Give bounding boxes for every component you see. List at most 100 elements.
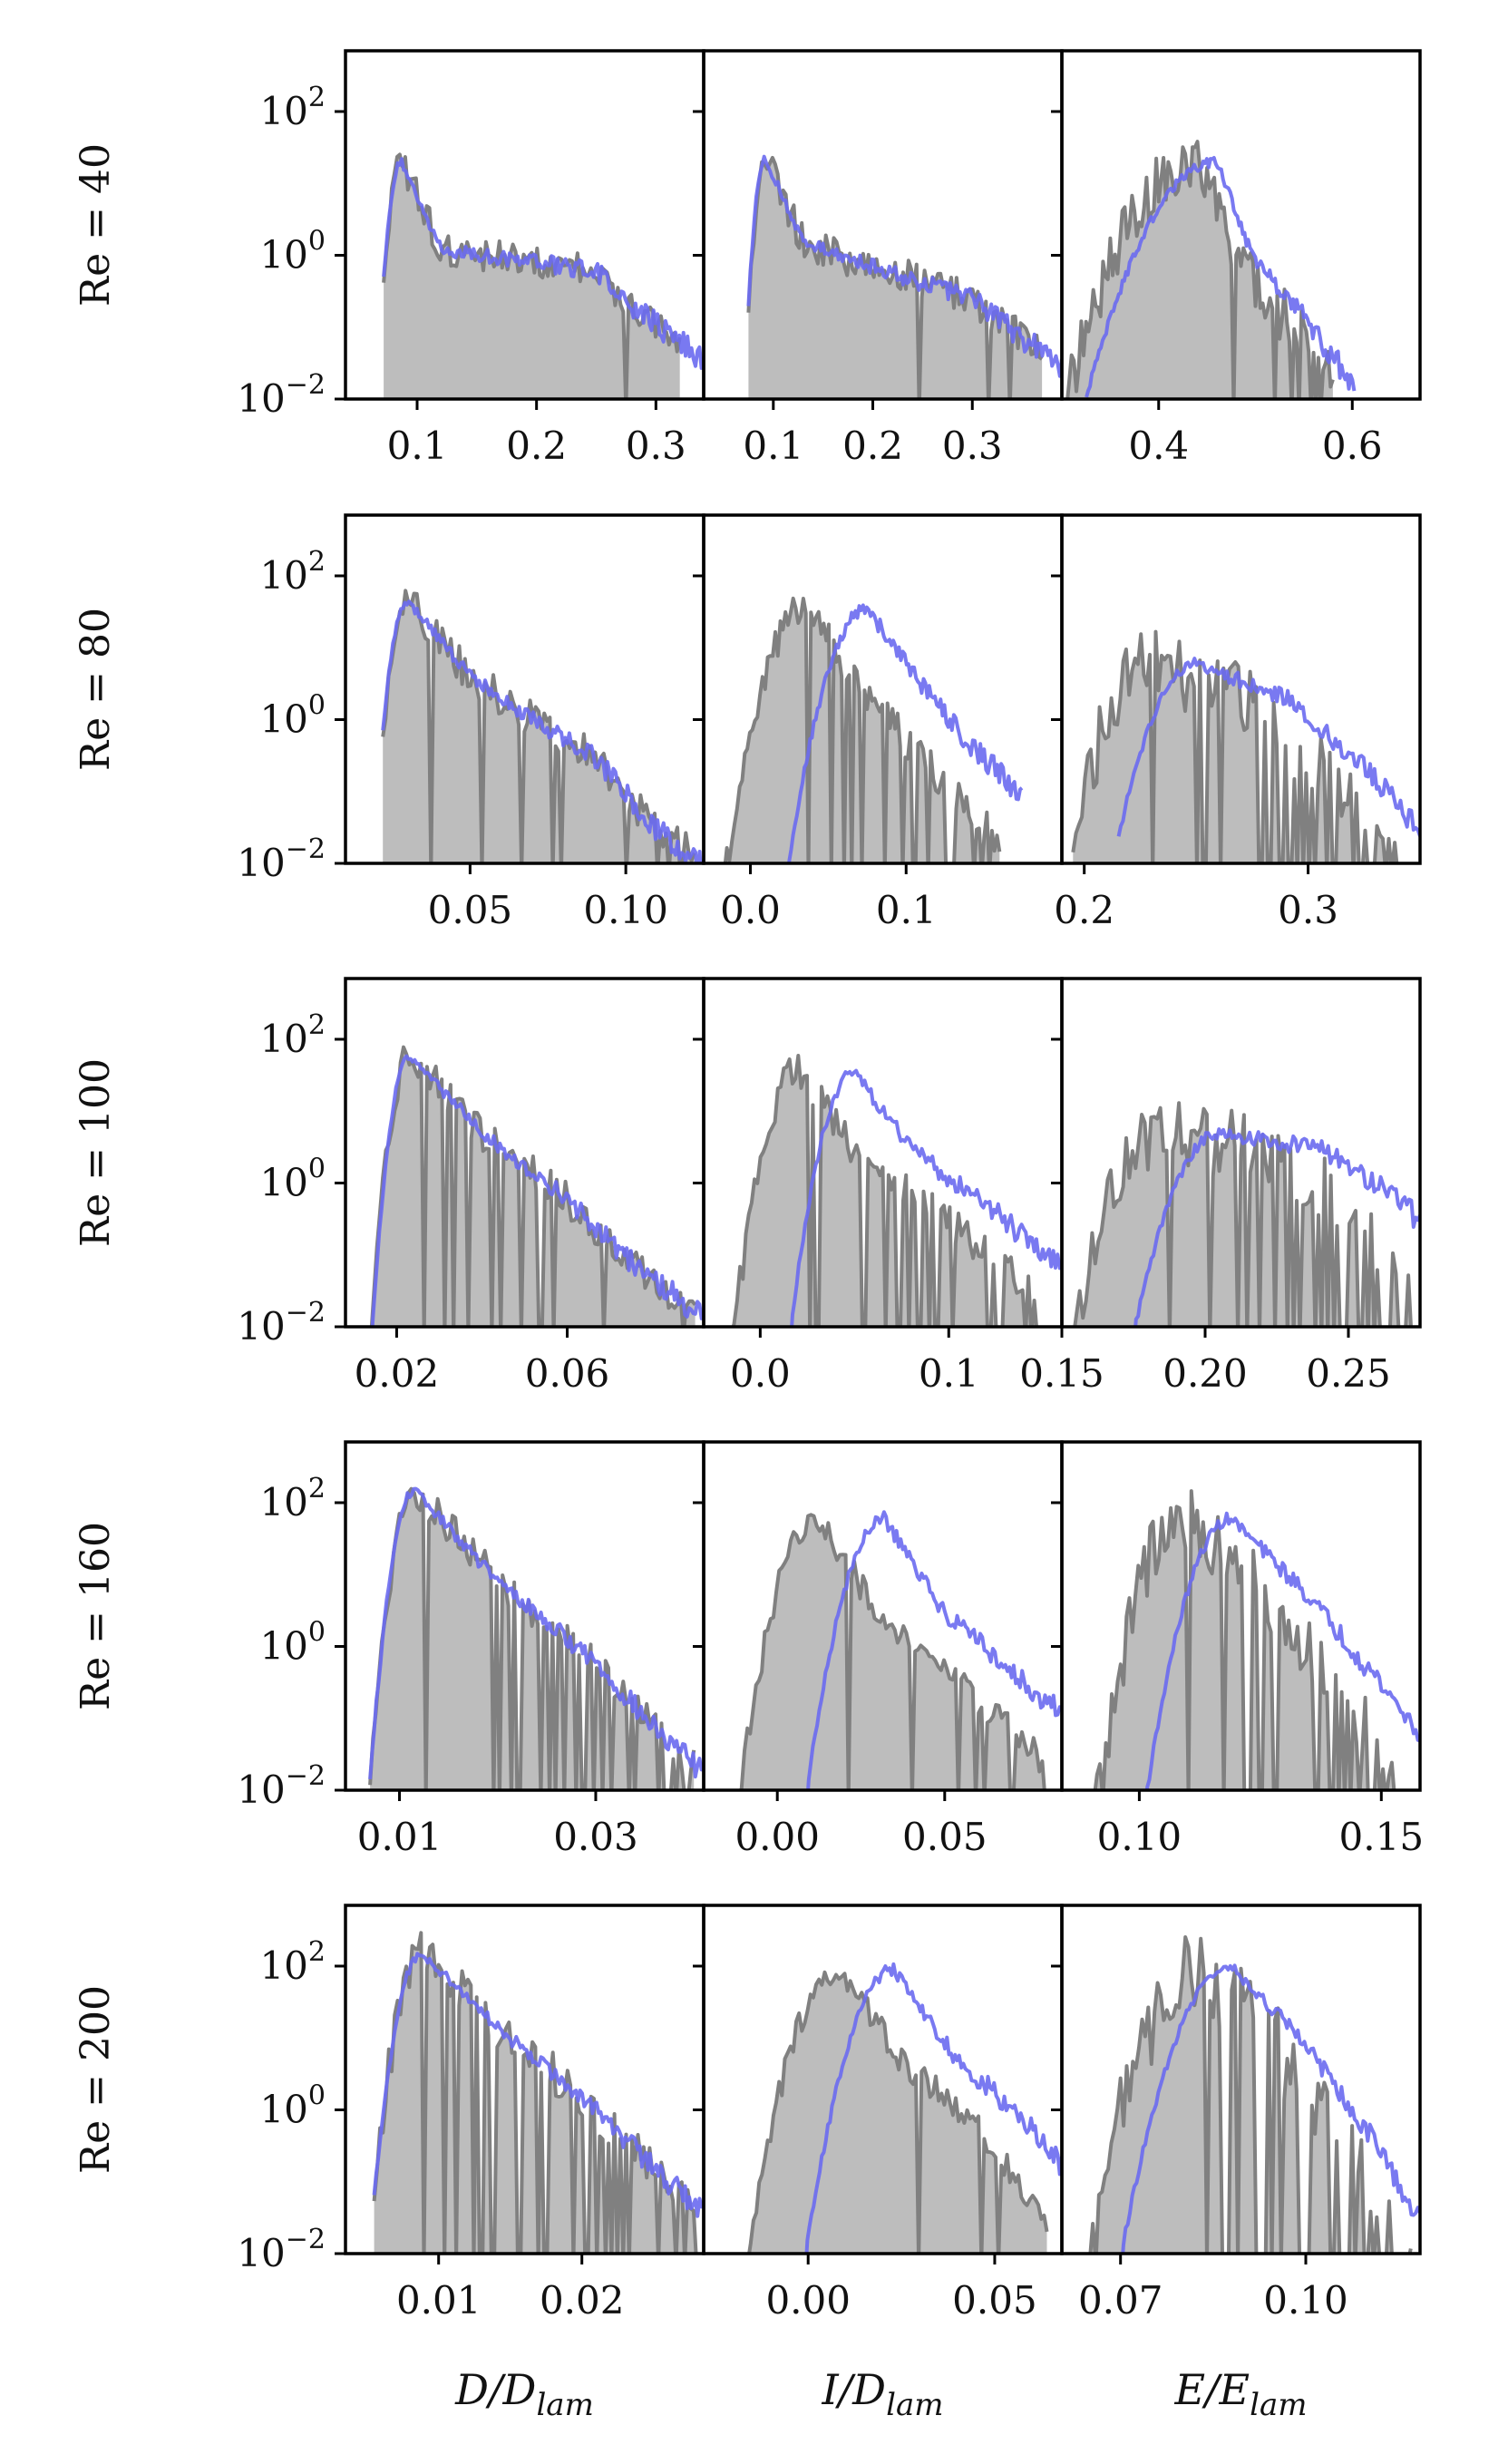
model-curve <box>1121 1963 1420 2254</box>
y-tick-label: 100 <box>259 1153 326 1204</box>
model-curve <box>1133 1127 1420 1327</box>
plot-area <box>723 596 1024 863</box>
histogram-line <box>382 152 682 399</box>
panel: 0.00 0.05 <box>693 1440 1064 1859</box>
x-tick-label: 0.05 <box>428 888 513 932</box>
y-tick-label: 102 <box>259 1473 326 1524</box>
model-curve <box>370 1054 704 1327</box>
x-tick-label: 0.15 <box>1019 1351 1104 1396</box>
x-tick-label: 0.10 <box>1097 1815 1182 1859</box>
y-tick-label: 10−2 <box>237 369 326 421</box>
row-label: Re = 80 <box>73 608 119 771</box>
x-tick-label: 0.01 <box>396 2278 482 2323</box>
panel: 10−2 100 102 0.01 0.03 <box>237 1440 705 1859</box>
panel: 10−2 100 102 0.05 0.10 <box>237 513 705 932</box>
y-tick-label: 100 <box>259 225 326 277</box>
plot-area <box>368 1486 704 1790</box>
panel: 0.1 0.2 0.3 <box>693 49 1064 468</box>
panel: 0.0 0.1 <box>693 513 1064 932</box>
x-tick-label: 0.3 <box>942 424 1003 468</box>
plot-area <box>381 589 704 863</box>
histogram-fill <box>1067 141 1333 399</box>
plot-area <box>731 1054 1062 1327</box>
histogram-fill <box>370 1488 695 1790</box>
x-tick-label: 0.02 <box>540 2278 625 2323</box>
y-tick-label: 100 <box>259 2079 326 2131</box>
panel: 0.10 0.15 <box>1051 1440 1424 1859</box>
plot-area <box>1093 1489 1420 1790</box>
panel-frame <box>1060 513 1422 865</box>
plot-area <box>747 1962 1062 2254</box>
histogram-line <box>723 596 1002 863</box>
y-tick-label: 100 <box>259 689 326 741</box>
y-tick-label: 10−2 <box>237 2224 326 2275</box>
y-tick-label: 100 <box>259 1616 326 1668</box>
panel: 0.15 0.20 0.25 <box>1019 977 1422 1396</box>
panel-frame <box>1060 1904 1422 2255</box>
panel-frame <box>1060 977 1422 1329</box>
row-label: Re = 100 <box>73 1058 119 1247</box>
x-tick-label: 0.1 <box>876 888 937 932</box>
x-tick-label: 0.2 <box>506 424 567 468</box>
histogram-fill <box>384 154 680 399</box>
x-tick-label: 0.03 <box>553 1815 638 1859</box>
x-tick-label: 0.10 <box>1263 2278 1348 2323</box>
histogram-fill <box>1075 1103 1411 1327</box>
model-curve <box>746 154 1062 378</box>
panel: 10−2 100 102 0.1 0.2 0.3 <box>237 49 705 468</box>
plot-area <box>739 1510 1062 1790</box>
x-tick-label: 0.1 <box>919 1351 979 1396</box>
histogram-line <box>739 1513 1046 1790</box>
histogram-line <box>1088 1935 1413 2254</box>
histogram-fill <box>1095 1491 1395 1790</box>
y-tick-label: 10−2 <box>237 833 326 885</box>
model-curve <box>806 1510 1062 1790</box>
y-tick-label: 102 <box>259 1009 326 1061</box>
x-tick-label: 0.01 <box>357 1815 443 1859</box>
model-curve <box>1085 156 1357 398</box>
y-tick-label: 102 <box>259 546 326 598</box>
plot-area <box>1073 1101 1420 1327</box>
y-tick-label: 102 <box>259 1936 326 1988</box>
model-curve <box>382 157 704 370</box>
panel: 0.0 0.1 <box>693 977 1064 1396</box>
plot-area <box>1088 1935 1420 2254</box>
plot-area <box>1071 629 1420 863</box>
x-tick-label: 0.2 <box>842 424 903 468</box>
x-tick-label: 0.0 <box>730 1351 791 1396</box>
row-label: Re = 160 <box>73 1522 119 1710</box>
panel: 0.2 0.3 <box>1051 513 1422 932</box>
y-tick-label: 10−2 <box>237 1760 326 1812</box>
histogram-line <box>1071 629 1399 863</box>
column-label: I/Dlam <box>822 2365 944 2423</box>
y-tick-label: 10−2 <box>237 1297 326 1349</box>
histogram-line <box>1093 1489 1396 1790</box>
x-tick-label: 0.07 <box>1078 2278 1163 2323</box>
model-curve <box>1116 657 1420 837</box>
panel-frame <box>1060 1440 1422 1792</box>
x-tick-label: 0.1 <box>743 424 803 468</box>
histogram-fill <box>749 1972 1047 2254</box>
row-label: Re = 200 <box>73 1985 119 2174</box>
histogram-line <box>369 1045 697 1327</box>
histogram-line <box>1073 1101 1413 1327</box>
x-tick-label: 0.05 <box>952 2278 1037 2323</box>
x-tick-label: 0.02 <box>355 1351 440 1396</box>
panel-frame <box>1060 49 1422 401</box>
panel: 10−2 100 102 0.02 0.06 <box>237 977 705 1396</box>
x-tick-label: 0.05 <box>902 1815 987 1859</box>
plot-area <box>372 1931 704 2254</box>
x-tick-label: 0.20 <box>1163 1351 1248 1396</box>
model-curve <box>804 1962 1062 2254</box>
histogram-line <box>1065 140 1335 399</box>
x-tick-label: 0.06 <box>525 1351 610 1396</box>
column-label: E/Elam <box>1173 2365 1307 2423</box>
histogram-fill <box>733 1056 1036 1327</box>
x-tick-label: 0.25 <box>1306 1351 1391 1396</box>
plot-area <box>1065 140 1357 399</box>
panel: 0.07 0.10 <box>1051 1904 1422 2323</box>
x-tick-label: 0.0 <box>720 888 781 932</box>
column-label: D/Dlam <box>454 2365 594 2423</box>
